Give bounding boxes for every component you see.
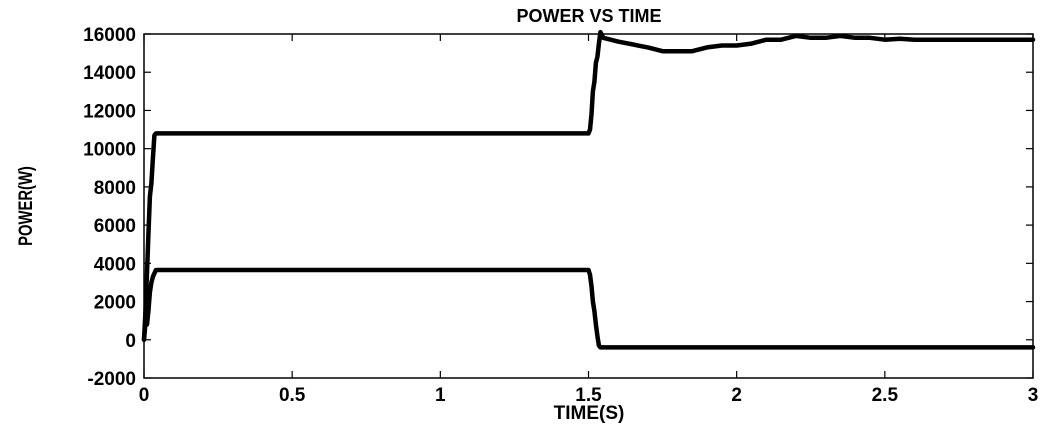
x-tick-label: 1: [435, 385, 446, 406]
series-line-1: [141, 29, 1036, 343]
x-tick-label: 0.5: [279, 385, 306, 406]
x-tick-label: 2.5: [872, 385, 899, 406]
chart-title: POWER VS TIME: [516, 6, 661, 26]
y-axis-label: POWER(W): [15, 166, 36, 246]
y-tick-label: 12000: [83, 101, 136, 122]
plot-area: [143, 33, 1034, 379]
y-tick-labels: -2000 0 2000 4000 6000 8000 10000 12000 14000 160…: [83, 25, 136, 390]
y-tick-label: 16000: [83, 25, 136, 46]
y-tick-label: 14000: [83, 63, 136, 84]
x-tick-label: 3: [1028, 385, 1039, 406]
y-tick-label: -2000: [87, 369, 136, 390]
y-tick-label: 4000: [94, 254, 136, 275]
x-tick-label: 1.5: [575, 385, 602, 406]
axis-ticks: [143, 33, 1034, 379]
y-tick-label: 2000: [94, 293, 136, 314]
x-tick-label: 2: [731, 385, 742, 406]
y-tick-label: 6000: [94, 216, 136, 237]
y-tick-label: 10000: [83, 140, 136, 161]
x-tick-label: 0: [139, 385, 150, 406]
series-line-2: [141, 267, 1036, 350]
y-tick-label: 8000: [94, 178, 136, 199]
y-tick-label: 0: [125, 331, 136, 352]
x-axis-label: TIME(S): [554, 403, 625, 424]
series-group: [141, 29, 1036, 350]
x-tick-labels: 0 0.5 1 1.5 2 2.5 3: [139, 385, 1039, 406]
